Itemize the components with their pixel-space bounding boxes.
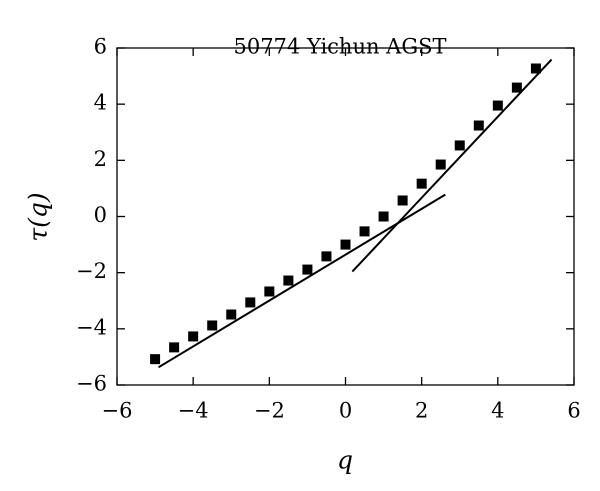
marker <box>245 297 256 308</box>
x-tick-label: −2 <box>254 399 285 423</box>
fit-line <box>351 58 553 273</box>
marker <box>321 251 332 262</box>
marker <box>473 120 484 131</box>
plot-frame <box>116 47 575 386</box>
y-tick-label: −6 <box>76 372 107 396</box>
y-axis-label: τ(q) <box>24 192 53 241</box>
y-tick-label: −4 <box>76 315 107 339</box>
y-tick-label: 6 <box>94 35 107 59</box>
y-tick-label: 2 <box>94 147 107 171</box>
marker <box>283 275 294 286</box>
marker <box>302 264 313 275</box>
fit-line <box>157 193 446 369</box>
x-tick-label: 2 <box>415 399 428 423</box>
marker <box>264 286 275 297</box>
x-tick-label: −6 <box>102 399 133 423</box>
y-tick-label: 0 <box>94 203 107 227</box>
marker <box>492 100 503 111</box>
marker <box>530 63 541 74</box>
marker <box>511 82 522 93</box>
marker <box>207 320 218 331</box>
x-axis-label: q <box>337 446 353 475</box>
y-tick-label: −2 <box>76 259 107 283</box>
marker <box>359 226 370 237</box>
x-tick-label: 4 <box>491 399 504 423</box>
marker <box>416 178 427 189</box>
marker <box>150 354 161 365</box>
marker <box>435 159 446 170</box>
x-tick-label: 0 <box>339 399 352 423</box>
marker <box>397 195 408 206</box>
x-tick-label: 6 <box>567 399 580 423</box>
chart-title: 50774 Yichun AGST <box>233 35 446 59</box>
x-tick-label: −4 <box>178 399 209 423</box>
marker <box>340 239 351 250</box>
marker <box>226 309 237 320</box>
marker <box>169 342 180 353</box>
marker <box>378 211 389 222</box>
y-tick-label: 4 <box>94 91 107 115</box>
marker <box>454 140 465 151</box>
marker <box>188 331 199 342</box>
